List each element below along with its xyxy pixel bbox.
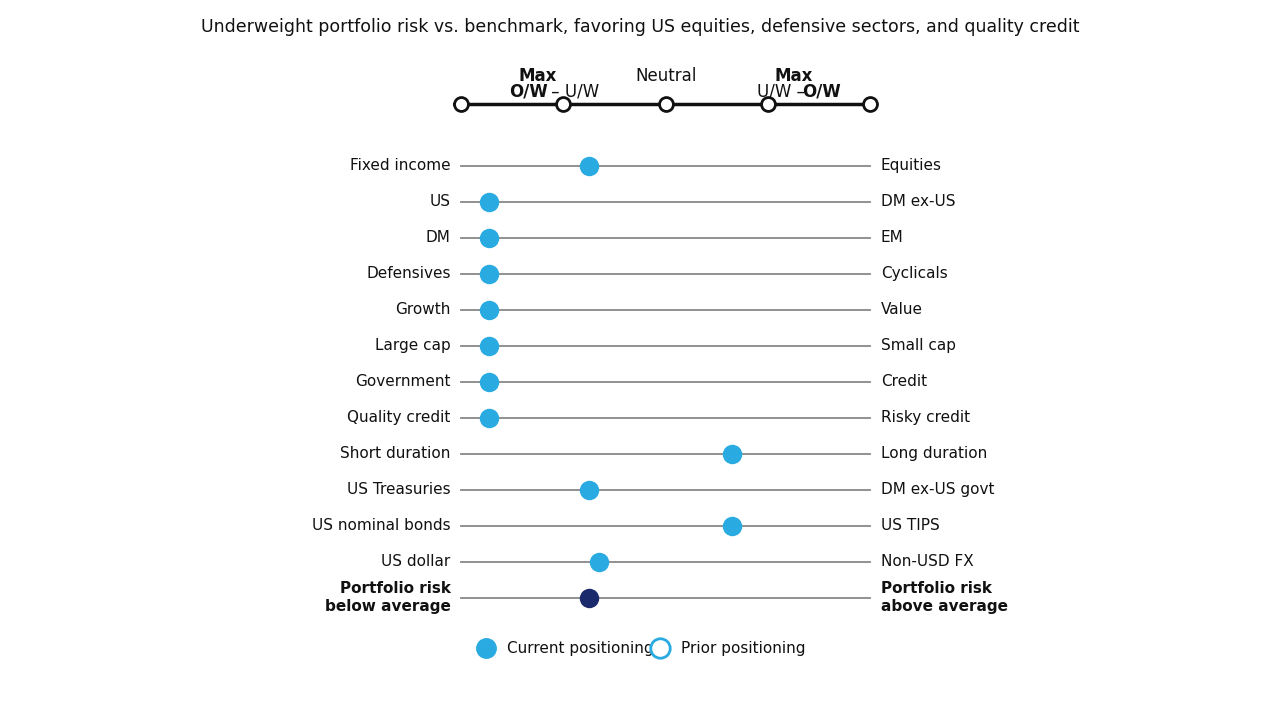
Text: Max: Max xyxy=(774,67,813,85)
Text: Cyclicals: Cyclicals xyxy=(881,266,947,281)
Text: Value: Value xyxy=(881,302,923,317)
Text: U/W –: U/W – xyxy=(756,83,810,101)
Text: US Treasuries: US Treasuries xyxy=(347,482,451,497)
Text: Defensives: Defensives xyxy=(366,266,451,281)
Text: Government: Government xyxy=(355,374,451,389)
Text: DM ex-US: DM ex-US xyxy=(881,194,955,209)
Text: US TIPS: US TIPS xyxy=(881,518,940,533)
Text: Growth: Growth xyxy=(396,302,451,317)
Text: Portfolio risk
above average: Portfolio risk above average xyxy=(881,582,1007,613)
Text: Portfolio risk
below average: Portfolio risk below average xyxy=(325,582,451,613)
Text: Short duration: Short duration xyxy=(340,446,451,461)
Text: Equities: Equities xyxy=(881,158,942,173)
Text: O/W: O/W xyxy=(509,83,548,101)
Text: Fixed income: Fixed income xyxy=(349,158,451,173)
Text: Quality credit: Quality credit xyxy=(347,410,451,425)
Text: EM: EM xyxy=(881,230,904,245)
Text: US nominal bonds: US nominal bonds xyxy=(312,518,451,533)
Text: – U/W: – U/W xyxy=(547,83,599,101)
Text: Risky credit: Risky credit xyxy=(881,410,970,425)
Text: Neutral: Neutral xyxy=(635,67,696,85)
Text: O/W: O/W xyxy=(801,83,841,101)
Text: Current positioning: Current positioning xyxy=(507,641,654,655)
Text: Non-USD FX: Non-USD FX xyxy=(881,554,973,569)
Text: Underweight portfolio risk vs. benchmark, favoring US equities, defensive sector: Underweight portfolio risk vs. benchmark… xyxy=(201,18,1079,36)
Text: Long duration: Long duration xyxy=(881,446,987,461)
Text: US: US xyxy=(430,194,451,209)
Text: Prior positioning: Prior positioning xyxy=(681,641,805,655)
Text: US dollar: US dollar xyxy=(381,554,451,569)
Text: Large cap: Large cap xyxy=(375,338,451,353)
Text: Small cap: Small cap xyxy=(881,338,956,353)
Text: Max: Max xyxy=(518,67,557,85)
Text: DM: DM xyxy=(426,230,451,245)
Text: Credit: Credit xyxy=(881,374,927,389)
Text: DM ex-US govt: DM ex-US govt xyxy=(881,482,995,497)
